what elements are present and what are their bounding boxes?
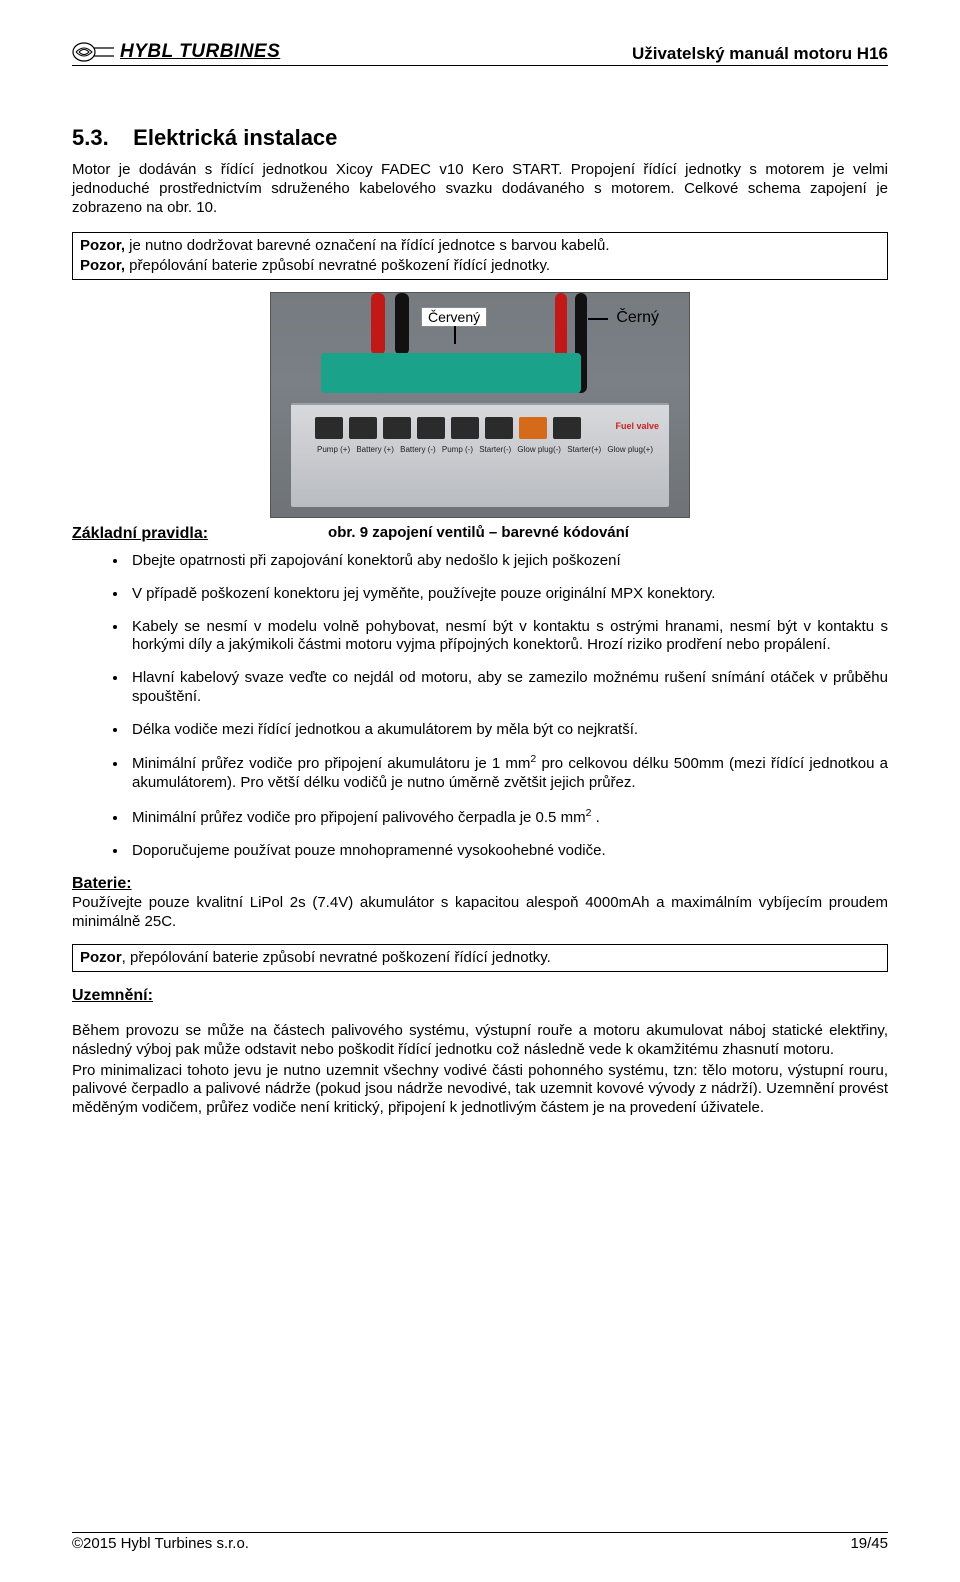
warning1b-rest: přepólování baterie způsobí nevratné poš…	[125, 257, 550, 274]
grounding-heading: Uzemnění:	[72, 987, 153, 1004]
rules-list: Dbejte opatrnosti při zapojování konekto…	[72, 552, 888, 860]
rule-item: Kabely se nesmí v modelu volně pohybovat…	[128, 618, 888, 656]
battery-block: Baterie: Používejte pouze kvalitní LiPol…	[72, 874, 888, 932]
battery-text: Používejte pouze kvalitní LiPol 2s (7.4V…	[72, 894, 888, 930]
warning1-bold: Pozor,	[80, 237, 125, 254]
page-footer: ©2015 Hybl Turbines s.r.o. 19/45	[72, 1532, 888, 1554]
warning-box-1: Pozor, je nutno dodržovat barevné označe…	[72, 232, 888, 281]
warning2-bold: Pozor	[80, 949, 122, 966]
rule-item: Minimální průřez vodiče pro připojení pa…	[128, 807, 888, 828]
warning1b-bold: Pozor,	[80, 257, 125, 274]
warning1-rest: je nutno dodržovat barevné označení na ř…	[125, 237, 609, 254]
fuel-valve-label: Fuel valve	[615, 421, 659, 432]
callout-black: Černý	[610, 309, 665, 327]
rule-item: V případě poškození konektoru jej vyměňt…	[128, 585, 888, 604]
rules-heading: Základní pravidla:	[72, 524, 208, 544]
rule-item: Hlavní kabelový svaze veďte co nejdál od…	[128, 669, 888, 707]
doc-title: Uživatelský manuál motoru H16	[632, 43, 888, 64]
figure-caption: obr. 9 zapojení ventilů – barevné kódová…	[232, 524, 629, 543]
intro-paragraph: Motor je dodáván s řídící jednotkou Xico…	[72, 161, 888, 217]
footer-page: 19/45	[850, 1535, 888, 1554]
callout-red: Červený	[421, 307, 487, 327]
rule-item: Minimální průřez vodiče pro připojení ak…	[128, 753, 888, 793]
figure-9: Pump (+) Battery (+) Battery (-) Pump (-…	[270, 292, 690, 518]
section-number: 5.3.	[72, 125, 109, 150]
warning2-rest: , přepólování baterie způsobí nevratné p…	[122, 949, 551, 966]
warning-box-2: Pozor, přepólování baterie způsobí nevra…	[72, 944, 888, 972]
grounding-p2: Pro minimalizaci tohoto jevu je nutno uz…	[72, 1062, 888, 1118]
battery-heading: Baterie:	[72, 875, 132, 892]
rule-item: Délka vodiče mezi řídící jednotkou a aku…	[128, 721, 888, 740]
grounding-heading-block: Uzemnění:	[72, 986, 888, 1006]
footer-copyright: ©2015 Hybl Turbines s.r.o.	[72, 1535, 249, 1554]
page-header: HYBL TURBINES Uživatelský manuál motoru …	[72, 40, 888, 66]
rule-item: Doporučujeme používat pouze mnohopramenn…	[128, 842, 888, 861]
rule-item: Dbejte opatrnosti při zapojování konekto…	[128, 552, 888, 571]
grounding-p1: Během provozu se může na částech palivov…	[72, 1022, 888, 1060]
brand-name: HYBL TURBINES	[120, 40, 280, 64]
figure-image: Pump (+) Battery (+) Battery (-) Pump (-…	[270, 292, 690, 518]
brand: HYBL TURBINES	[72, 40, 280, 64]
turbine-logo-icon	[72, 41, 114, 63]
section-heading: 5.3. Elektrická instalace	[72, 124, 888, 152]
section-title: Elektrická instalace	[133, 125, 337, 150]
panel-port-labels: Pump (+) Battery (+) Battery (-) Pump (-…	[317, 445, 653, 455]
